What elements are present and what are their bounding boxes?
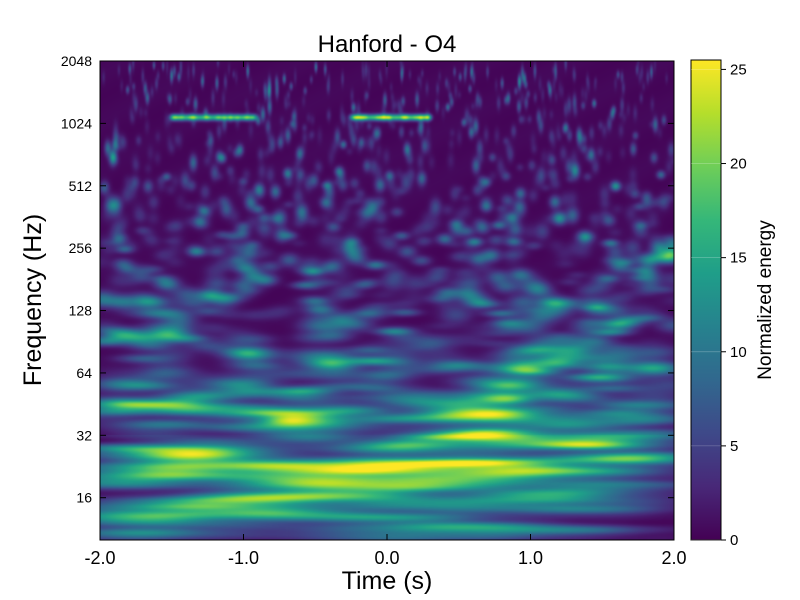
y-tick-label: 512	[69, 178, 93, 194]
colorbar-tick-label: 20	[730, 156, 747, 173]
colorbar-label: Normalized energy	[755, 220, 776, 380]
colorbar: 0 5 10 15 20 25	[690, 59, 747, 549]
colorbar-gradient	[690, 59, 722, 541]
colorbar-tick-label: 25	[730, 61, 747, 78]
spectrogram-area	[99, 60, 675, 541]
x-tick-label: -1.0	[228, 548, 259, 568]
chart-title: Hanford - O4	[318, 31, 457, 58]
y-tick-label: 1024	[61, 115, 92, 131]
colorbar-tick-label: 15	[730, 250, 747, 267]
y-tick-label: 128	[69, 303, 93, 319]
x-axis-ticks: -2.0 -1.0 0.0 1.0 2.0	[84, 61, 687, 568]
x-tick-label: 1.0	[518, 548, 543, 568]
x-axis-label: Time (s)	[342, 567, 433, 595]
y-tick-label: 16	[76, 490, 92, 506]
x-tick-label: 0.0	[374, 548, 399, 568]
colorbar-tick-label: 5	[730, 438, 738, 455]
y-axis-label: Frequency (Hz)	[19, 214, 47, 386]
y-axis-ticks: 2048 1024 512 256 128 64 32 16	[61, 53, 674, 506]
x-tick-label: 2.0	[661, 548, 686, 568]
colorbar-tick-label: 10	[730, 344, 747, 361]
y-tick-label: 256	[69, 240, 93, 256]
y-tick-label: 32	[76, 427, 92, 443]
y-tick-label: 2048	[61, 53, 92, 69]
colorbar-ticks: 0 5 10 15 20 25	[691, 61, 747, 549]
colorbar-tick-label: 0	[730, 532, 738, 549]
y-tick-label: 64	[76, 365, 92, 381]
x-tick-label: -2.0	[84, 548, 115, 568]
